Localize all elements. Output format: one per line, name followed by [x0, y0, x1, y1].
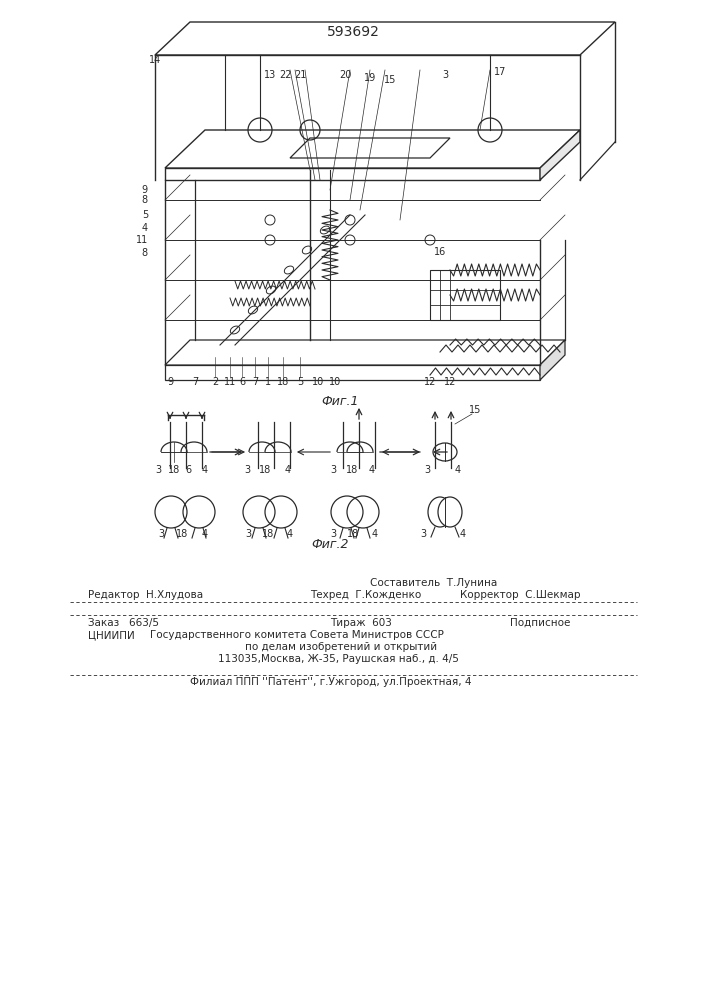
Text: 8: 8	[142, 248, 148, 258]
Text: 3: 3	[158, 529, 164, 539]
Text: по делам изобретений и открытий: по делам изобретений и открытий	[245, 642, 437, 652]
Text: Фиг.2: Фиг.2	[311, 538, 349, 551]
Text: ЦНИИПИ: ЦНИИПИ	[88, 630, 135, 640]
Text: 3: 3	[420, 529, 426, 539]
Text: 4: 4	[372, 529, 378, 539]
Text: 16: 16	[434, 247, 446, 257]
Ellipse shape	[267, 286, 276, 294]
Text: 12: 12	[423, 377, 436, 387]
Text: 11: 11	[224, 377, 236, 387]
Text: 11: 11	[136, 235, 148, 245]
Ellipse shape	[428, 497, 452, 527]
Text: 7: 7	[192, 377, 198, 387]
Ellipse shape	[230, 326, 240, 334]
Text: 4: 4	[460, 529, 466, 539]
Text: Техред  Г.Кожденко: Техред Г.Кожденко	[310, 590, 421, 600]
Text: 6: 6	[239, 377, 245, 387]
Text: 13: 13	[264, 70, 276, 80]
Text: 10: 10	[329, 377, 341, 387]
Text: 15: 15	[469, 405, 481, 415]
Ellipse shape	[303, 246, 312, 254]
Text: 21: 21	[294, 70, 306, 80]
Text: Государственного комитета Совета Министров СССР: Государственного комитета Совета Министр…	[150, 630, 444, 640]
Text: 3: 3	[330, 465, 336, 475]
Text: 18: 18	[346, 465, 358, 475]
Text: 18: 18	[262, 529, 274, 539]
Text: 18: 18	[347, 529, 359, 539]
Polygon shape	[430, 270, 500, 320]
Text: 4: 4	[285, 465, 291, 475]
Ellipse shape	[248, 306, 257, 314]
Ellipse shape	[320, 226, 329, 234]
Text: 7: 7	[252, 377, 258, 387]
Text: Составитель  Т.Лунина: Составитель Т.Лунина	[370, 578, 497, 588]
Text: 3: 3	[244, 465, 250, 475]
Polygon shape	[165, 340, 565, 365]
Text: Корректор  С.Шекмар: Корректор С.Шекмар	[460, 590, 580, 600]
Polygon shape	[540, 130, 580, 180]
Text: 18: 18	[277, 377, 289, 387]
Text: 8: 8	[142, 195, 148, 205]
Ellipse shape	[284, 266, 293, 274]
Polygon shape	[165, 130, 580, 168]
Text: 3: 3	[424, 465, 430, 475]
Text: 3: 3	[442, 70, 448, 80]
Text: 4: 4	[287, 529, 293, 539]
Ellipse shape	[438, 497, 462, 527]
Text: 3: 3	[245, 529, 251, 539]
Text: Фиг.1: Фиг.1	[321, 395, 358, 408]
Text: 3: 3	[155, 465, 161, 475]
Text: Подписное: Подписное	[510, 618, 571, 628]
Text: 15: 15	[384, 75, 396, 85]
Text: 9: 9	[142, 185, 148, 195]
Polygon shape	[290, 138, 450, 158]
Text: Тираж  603: Тираж 603	[330, 618, 392, 628]
Text: 18: 18	[168, 465, 180, 475]
Text: 4: 4	[142, 223, 148, 233]
Text: 593692: 593692	[327, 25, 380, 39]
Text: 4: 4	[202, 465, 208, 475]
Text: 22: 22	[279, 70, 291, 80]
Text: Заказ   663/5: Заказ 663/5	[88, 618, 159, 628]
Text: 4: 4	[202, 529, 208, 539]
Text: 2: 2	[212, 377, 218, 387]
Text: Редактор  Н.Хлудова: Редактор Н.Хлудова	[88, 590, 203, 600]
Text: 1: 1	[265, 377, 271, 387]
Text: 9: 9	[167, 377, 173, 387]
Polygon shape	[540, 340, 565, 380]
Text: 5: 5	[141, 210, 148, 220]
Text: 19: 19	[364, 73, 376, 83]
Text: 113035,Москва, Ж-35, Раушская наб., д. 4/5: 113035,Москва, Ж-35, Раушская наб., д. 4…	[218, 654, 459, 664]
Text: 5: 5	[297, 377, 303, 387]
Text: 4: 4	[369, 465, 375, 475]
Text: 18: 18	[259, 465, 271, 475]
Text: 18: 18	[176, 529, 188, 539]
Ellipse shape	[433, 443, 457, 461]
Text: 4: 4	[455, 465, 461, 475]
Text: 12: 12	[444, 377, 456, 387]
Polygon shape	[165, 168, 540, 180]
Text: 17: 17	[493, 67, 506, 77]
Text: 20: 20	[339, 70, 351, 80]
Text: 6: 6	[185, 465, 191, 475]
Polygon shape	[155, 22, 615, 55]
Polygon shape	[165, 365, 540, 380]
Text: Филиал ППП ''Патент'', г.Ужгород, ул.Проектная, 4: Филиал ППП ''Патент'', г.Ужгород, ул.Про…	[190, 677, 472, 687]
Text: 10: 10	[312, 377, 324, 387]
Text: 3: 3	[330, 529, 336, 539]
Text: 14: 14	[149, 55, 161, 65]
